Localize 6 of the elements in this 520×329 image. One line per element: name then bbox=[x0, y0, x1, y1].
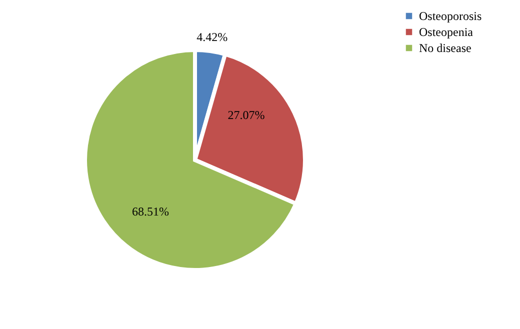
legend-label: Osteoporosis bbox=[419, 9, 482, 23]
data-label: 68.51% bbox=[132, 204, 169, 219]
data-label: 4.42% bbox=[196, 30, 228, 44]
legend-label: No disease bbox=[419, 41, 472, 55]
data-label: 27.07% bbox=[228, 108, 265, 122]
legend-label: Osteopenia bbox=[419, 25, 474, 39]
